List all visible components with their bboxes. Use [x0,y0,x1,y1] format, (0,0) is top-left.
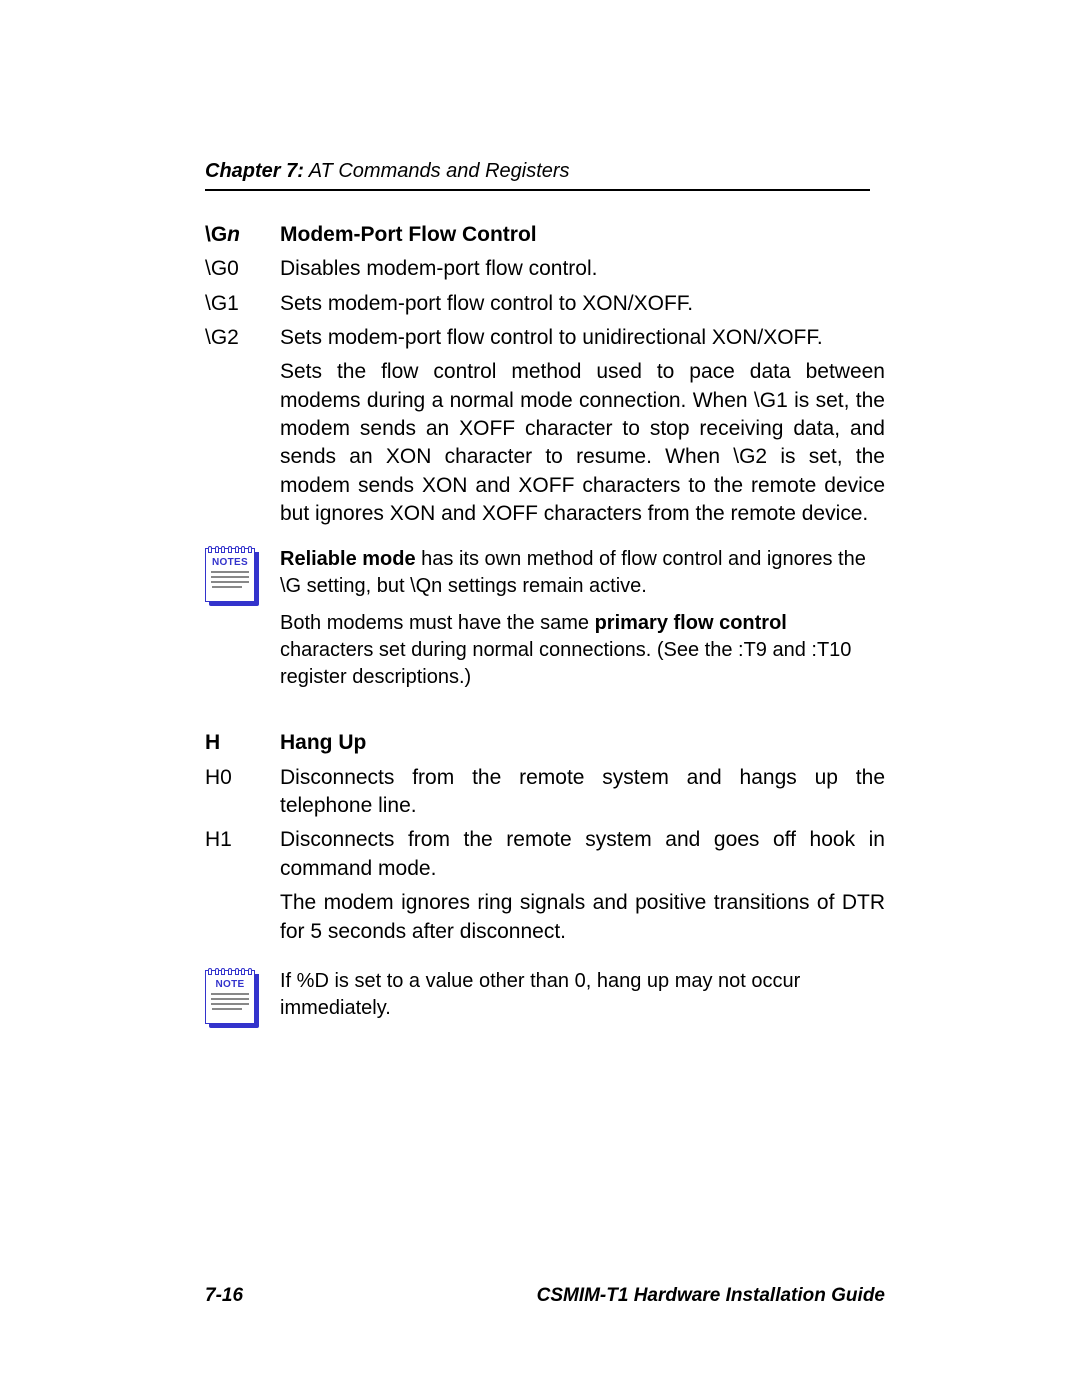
notes-icon: NOTES [205,548,259,606]
head-title: Hang Up [280,729,885,757]
note-text: Reliable mode has its own method of flow… [280,546,885,701]
head-code: H [205,729,280,757]
cmd-code: \G2 [205,324,280,352]
chapter-header: Chapter 7: AT Commands and Registers [205,160,870,191]
section-heading-row: H Hang Up [205,729,885,757]
head-title: Modem-Port Flow Control [280,221,885,249]
book-title: CSMIM-T1 Hardware Installation Guide [537,1285,885,1307]
cmd-desc: Sets modem-port flow control to XON/XOFF… [280,290,885,318]
table-row: \G2 Sets modem-port flow control to unid… [205,324,885,352]
section-gn: \Gn Modem-Port Flow Control \G0 Disables… [205,221,885,528]
head-code-text: \G [205,223,227,246]
note-block: NOTE If %D is set to a value other than … [205,968,885,1032]
t: primary flow control [595,612,787,634]
page-number: 7-16 [205,1285,243,1307]
head-code-n: n [227,223,240,246]
table-row: H1 Disconnects from the remote system an… [205,826,885,883]
note-icon-wrap: NOTES [205,546,280,606]
chapter-title: AT Commands and Registers [304,160,570,182]
cmd-desc: Sets modem-port flow control to unidirec… [280,324,885,352]
cmd-desc: Disables modem-port flow control. [280,255,885,283]
table-row: \G0 Disables modem-port flow control. [205,255,885,283]
cmd-code: H0 [205,764,280,792]
section-h: H Hang Up H0 Disconnects from the remote… [205,729,885,945]
explain-row: Sets the flow control method used to pac… [205,358,885,528]
t: Both modems must have the same [280,612,595,634]
note-icon-wrap: NOTE [205,968,280,1028]
note-icon-label: NOTES [212,557,248,568]
page: Chapter 7: AT Commands and Registers \Gn… [0,0,1080,1397]
section-heading-row: \Gn Modem-Port Flow Control [205,221,885,249]
chapter-label: Chapter 7: [205,160,304,182]
explain-text: The modem ignores ring signals and posit… [280,889,885,946]
note-para: Both modems must have the same primary f… [280,610,885,691]
notes-block: NOTES Reliable mode has its own method o… [205,546,885,701]
cmd-code: H1 [205,826,280,854]
note-para: Reliable mode has its own method of flow… [280,546,885,600]
cmd-code: \G1 [205,290,280,318]
t: Reliable mode [280,548,416,570]
cmd-desc: Disconnects from the remote system and g… [280,826,885,883]
t: \G2 [733,445,767,468]
note-icon: NOTE [205,970,259,1028]
explain-text: Sets the flow control method used to pac… [280,358,885,528]
t: characters set during normal connections… [280,639,851,688]
note-icon-label: NOTE [216,979,245,990]
note-para: If %D is set to a value other than 0, ha… [280,968,885,1022]
table-row: \G1 Sets modem-port flow control to XON/… [205,290,885,318]
explain-row: The modem ignores ring signals and posit… [205,889,885,946]
note-text: If %D is set to a value other than 0, ha… [280,968,885,1032]
table-row: H0 Disconnects from the remote system an… [205,764,885,821]
page-footer: 7-16 CSMIM-T1 Hardware Installation Guid… [205,1285,885,1307]
cmd-code: \G0 [205,255,280,283]
cmd-desc: Disconnects from the remote system and h… [280,764,885,821]
head-code: \Gn [205,221,280,249]
t: \G1 [754,389,788,412]
